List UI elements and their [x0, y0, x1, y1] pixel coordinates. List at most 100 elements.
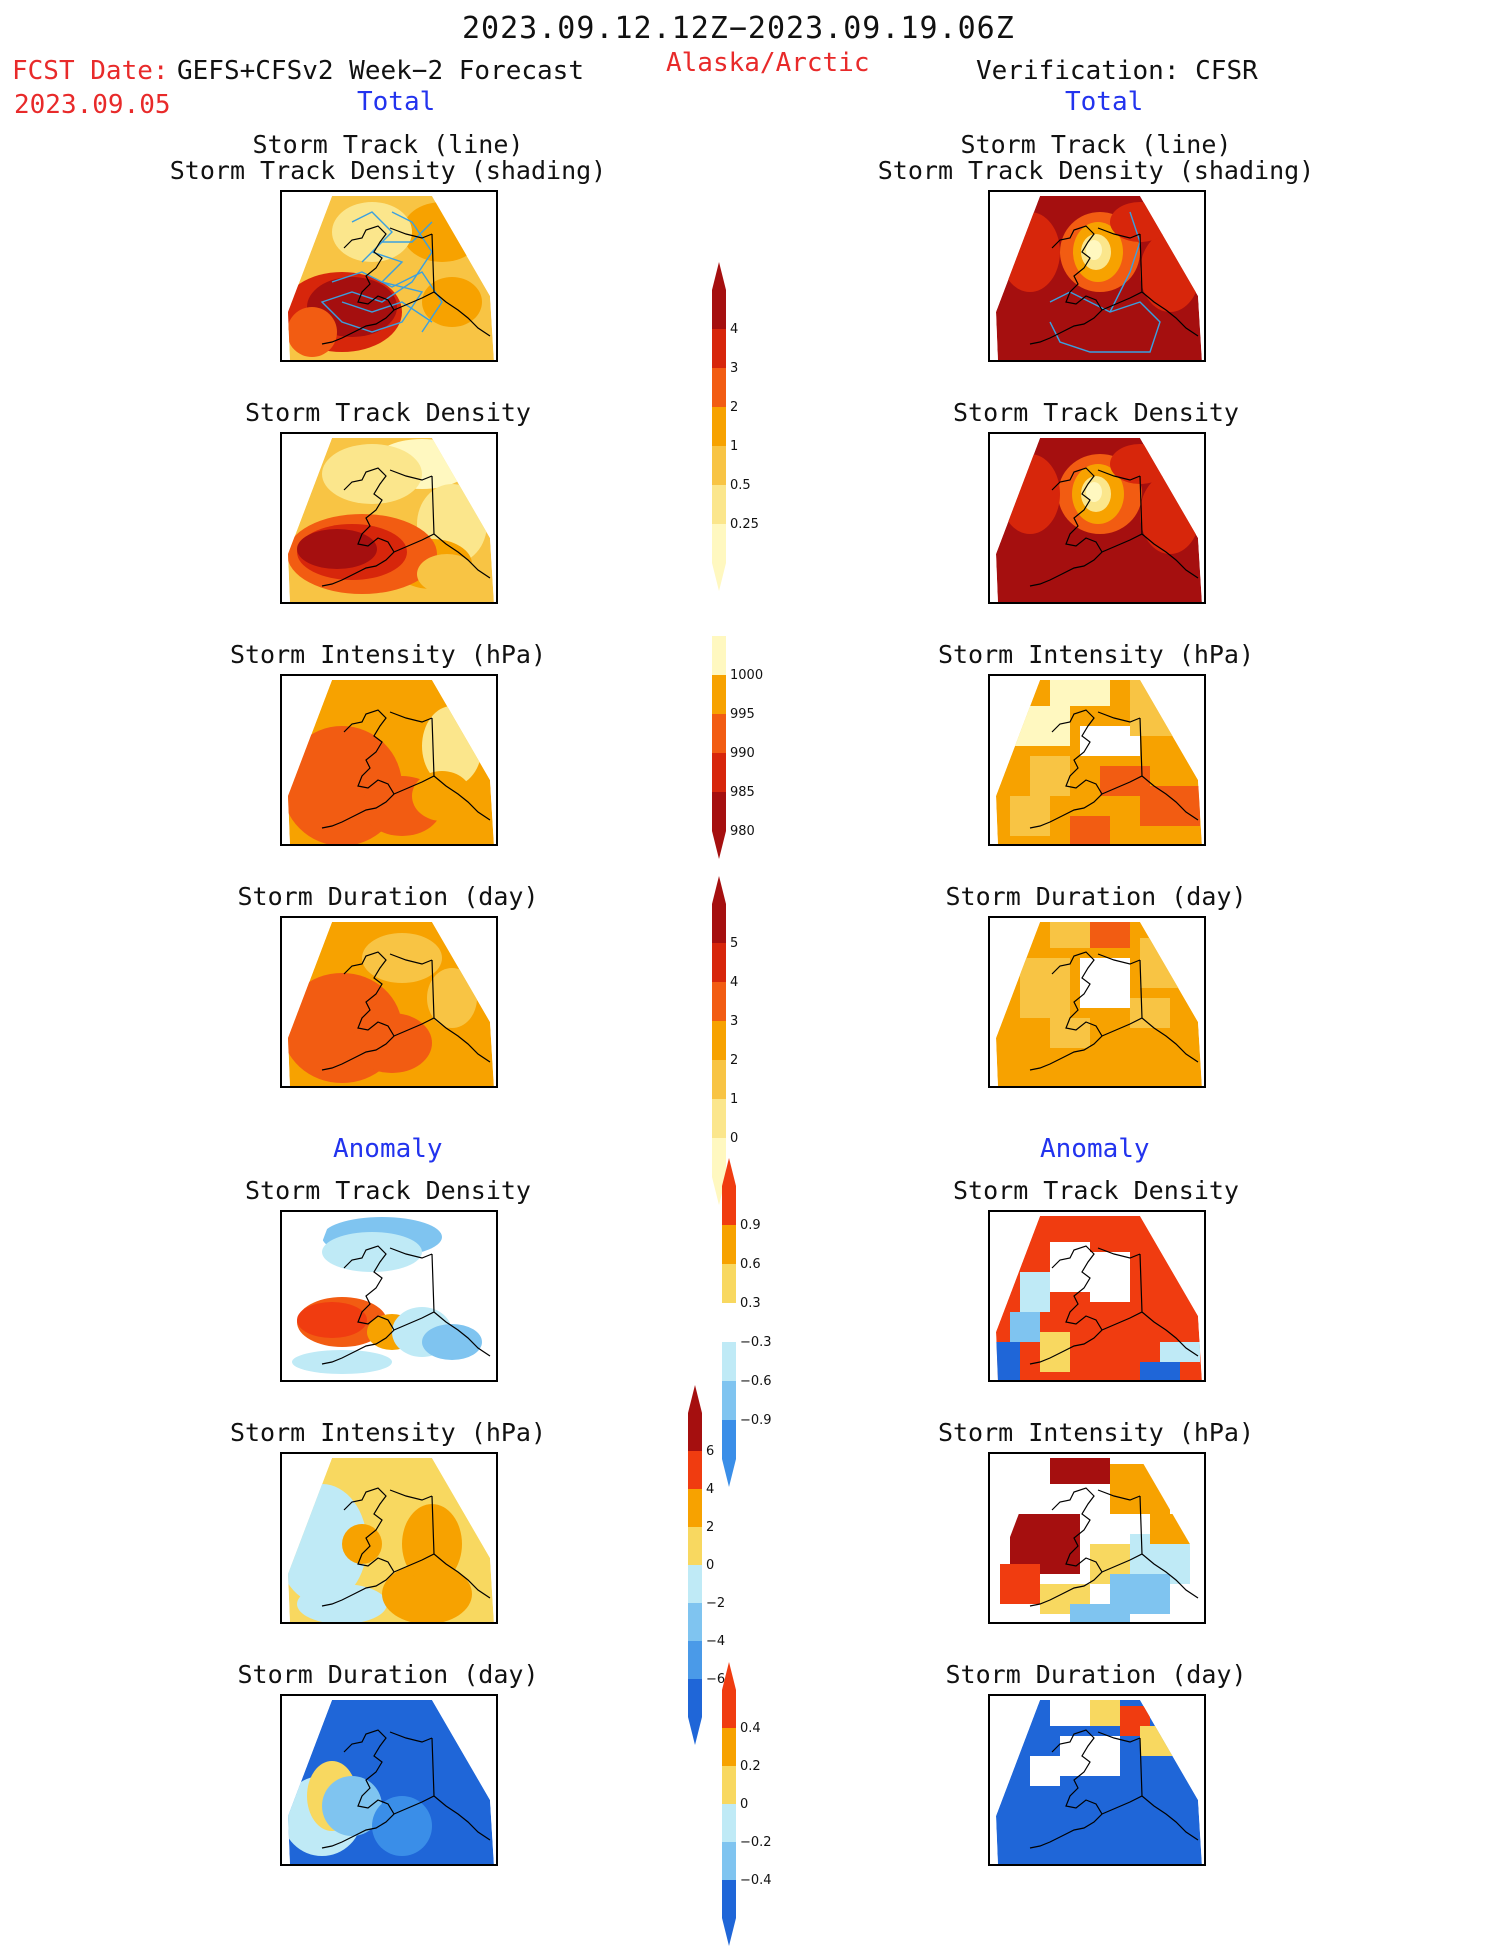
colorbar-tick-label: −0.6	[740, 1374, 772, 1389]
colorbar-tick-label: 985	[730, 785, 755, 800]
colorbar-segment	[712, 290, 726, 329]
colorbar-tick-label: −6	[706, 1672, 725, 1687]
map-left-track	[280, 190, 498, 362]
left-title-anom-duration: Storm Duration (day)	[237, 1660, 539, 1689]
left-anomaly-heading: Anomaly	[333, 1134, 443, 1164]
colorbar-segment	[722, 1728, 736, 1766]
left-title-anom-density: Storm Track Density	[245, 1176, 531, 1205]
colorbar-segment	[712, 329, 726, 368]
colorbar-segment	[722, 1420, 736, 1459]
colorbar-tick-label: 4	[730, 322, 738, 337]
colorbar-tick-label: 1	[730, 439, 738, 454]
map-right-duration-plot	[996, 922, 1202, 1086]
map-right-anom-density-plot	[996, 1216, 1202, 1380]
colorbar-tick-label: 2	[706, 1520, 714, 1535]
colorbar-segment	[712, 407, 726, 446]
coastline	[321, 1729, 491, 1849]
map-left-anom-intensity	[280, 1452, 498, 1624]
colorbar-bottom-arrow	[712, 563, 726, 591]
map-left-anom-duration-plot	[288, 1700, 494, 1864]
colorbar-segment	[722, 1804, 736, 1842]
colorbar-tick-label: 1000	[730, 668, 763, 683]
map-right-anom-intensity-plot	[996, 1458, 1202, 1622]
forecast-period: 2023.09.12.12Z−2023.09.19.06Z	[462, 11, 1015, 46]
colorbar-segment	[688, 1641, 702, 1679]
colorbar-segment	[712, 714, 726, 753]
left-title-track-shading: Storm Track Density (shading)	[169, 156, 607, 185]
colorbar-tick-label: 0.25	[730, 517, 759, 532]
colorbar-tick-label: 0	[706, 1558, 714, 1573]
colorbar-segment	[688, 1603, 702, 1641]
verification-label: Verification: CFSR	[976, 56, 1258, 86]
map-right-track-plot	[996, 196, 1202, 360]
coastline	[1029, 1245, 1199, 1365]
colorbar-tick-label: 2	[730, 400, 738, 415]
map-right-intensity	[988, 674, 1206, 846]
colorbar-tick-label: −0.2	[740, 1835, 772, 1850]
colorbar-segment	[722, 1690, 736, 1728]
colorbar-segment	[712, 1138, 726, 1177]
coastline	[321, 951, 491, 1071]
right-title-track-line: Storm Track (line)	[960, 130, 1232, 159]
colorbar-segment	[712, 1060, 726, 1099]
fcst-date-label: FCST Date:	[12, 56, 169, 86]
left-title-density: Storm Track Density	[245, 398, 531, 427]
colorbar-tick-label: 6	[706, 1444, 714, 1459]
colorbar-segment	[712, 636, 726, 675]
colorbar-tick-label: 990	[730, 746, 755, 761]
coastline	[1029, 709, 1199, 829]
colorbar-segment	[688, 1565, 702, 1603]
colorbar-intensity-anom: 6 4 2 0 −2 −4 −6	[688, 1385, 748, 1749]
colorbar-duration-anom: 0.4 0.2 0 −0.2 −0.4	[722, 1662, 782, 1950]
map-left-intensity	[280, 674, 498, 846]
colorbar-tick-label: 0.6	[740, 1257, 761, 1272]
colorbar-density-anom: 0.9 0.6 0.3 −0.3 −0.6 −0.9	[722, 1158, 782, 1491]
colorbar-segment	[712, 1099, 726, 1138]
map-left-duration-plot	[288, 922, 494, 1086]
colorbar-segment	[688, 1413, 702, 1451]
colorbar-segment	[722, 1264, 736, 1303]
right-anomaly-heading: Anomaly	[1040, 1134, 1150, 1164]
colorbar-segment	[712, 943, 726, 982]
colorbar-tick-label: 980	[730, 824, 755, 839]
map-right-anom-duration	[988, 1694, 1206, 1866]
colorbar-segment	[688, 1679, 702, 1717]
right-title-anom-intensity: Storm Intensity (hPa)	[937, 1418, 1255, 1447]
map-right-duration	[988, 916, 1206, 1088]
colorbar-tick-label: 3	[730, 361, 738, 376]
colorbar-tick-label: −2	[706, 1596, 725, 1611]
colorbar-tick-label: −0.4	[740, 1873, 772, 1888]
colorbar-segment	[712, 904, 726, 943]
colorbar-segment	[722, 1186, 736, 1225]
colorbar-intensity-total: 1000 995 990 985 980	[712, 636, 772, 863]
colorbar-tick-label: 0	[740, 1797, 748, 1812]
colorbar-tick-label: 0.3	[740, 1296, 761, 1311]
left-title-track-line: Storm Track (line)	[252, 130, 524, 159]
colorbar-intensity-anom-svg: 6 4 2 0 −2 −4 −6	[688, 1385, 725, 1745]
colorbar-density-total: 4 3 2 1 0.5 0.25	[712, 262, 772, 595]
colorbar-tick-label: 0	[730, 1131, 738, 1146]
colorbar-tick-label: 0.4	[740, 1721, 761, 1736]
colorbar-segment	[688, 1527, 702, 1565]
colorbar-bottom-arrow	[722, 1918, 736, 1946]
colorbar-segment	[722, 1766, 736, 1804]
colorbar-segment	[712, 1021, 726, 1060]
colorbar-segment	[712, 792, 726, 831]
colorbar-segment	[722, 1381, 736, 1420]
colorbar-bottom-arrow	[722, 1459, 736, 1487]
coastline	[321, 709, 491, 829]
coastline	[1029, 467, 1199, 587]
colorbar-top-arrow	[722, 1662, 736, 1690]
map-left-density	[280, 432, 498, 604]
colorbar-bottom-arrow	[712, 831, 726, 859]
colorbar-tick-label: 0.5	[730, 478, 751, 493]
left-title-anom-intensity: Storm Intensity (hPa)	[229, 1418, 547, 1447]
map-right-density	[988, 432, 1206, 604]
colorbar-segment	[688, 1489, 702, 1527]
colorbar-tick-label: 0.2	[740, 1759, 761, 1774]
map-left-anom-duration	[280, 1694, 498, 1866]
colorbar-segment	[712, 446, 726, 485]
colorbar-segment	[712, 982, 726, 1021]
colorbar-segment	[712, 485, 726, 524]
right-title-track-shading: Storm Track Density (shading)	[877, 156, 1315, 185]
